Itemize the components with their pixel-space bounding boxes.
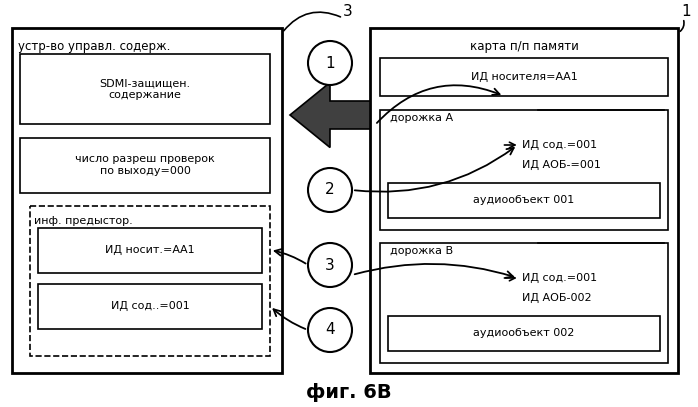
- Text: 4: 4: [325, 322, 335, 337]
- Circle shape: [308, 308, 352, 352]
- Text: 3: 3: [343, 4, 353, 20]
- Bar: [20, 54, 270, 124]
- Bar: [380, 243, 668, 363]
- Bar: [12, 28, 282, 373]
- Bar: [38, 284, 262, 329]
- Bar: [20, 138, 270, 193]
- Bar: [388, 183, 660, 218]
- Text: число разреш проверок
по выходу=000: число разреш проверок по выходу=000: [75, 154, 215, 176]
- Circle shape: [308, 41, 352, 85]
- Bar: [30, 206, 270, 356]
- Bar: [38, 228, 262, 273]
- Bar: [388, 316, 660, 351]
- Text: инф. предыстор.: инф. предыстор.: [34, 216, 133, 226]
- Text: SDMI-защищен.
содержание: SDMI-защищен. содержание: [99, 78, 191, 100]
- Circle shape: [308, 243, 352, 287]
- Text: ИД сод.=001: ИД сод.=001: [521, 140, 597, 150]
- Text: ИД АОБ-002: ИД АОБ-002: [521, 293, 591, 303]
- Bar: [380, 110, 668, 230]
- Bar: [380, 58, 668, 96]
- Text: ИД сод.=001: ИД сод.=001: [521, 273, 597, 283]
- Text: аудиообъект 001: аудиообъект 001: [473, 195, 574, 205]
- Text: аудиообъект 002: аудиообъект 002: [473, 328, 574, 338]
- Text: дорожка В: дорожка В: [390, 246, 453, 256]
- Text: устр-во управл. содерж.: устр-во управл. содерж.: [18, 40, 170, 53]
- Text: ИД АОБ-=001: ИД АОБ-=001: [521, 160, 600, 170]
- Text: ИД сод..=001: ИД сод..=001: [110, 301, 189, 311]
- Bar: [370, 28, 678, 373]
- Text: ИД носителя=АА1: ИД носителя=АА1: [470, 72, 577, 82]
- Text: 3: 3: [325, 258, 335, 273]
- Polygon shape: [290, 83, 370, 147]
- Text: 2: 2: [325, 182, 335, 197]
- Text: 1: 1: [325, 55, 335, 70]
- Text: карта п/п памяти: карта п/п памяти: [470, 40, 579, 53]
- Text: 1: 1: [681, 4, 691, 20]
- Text: фиг. 6В: фиг. 6В: [306, 383, 392, 403]
- Circle shape: [308, 168, 352, 212]
- Text: ИД носит.=АА1: ИД носит.=АА1: [105, 245, 195, 255]
- Text: дорожка А: дорожка А: [390, 113, 453, 123]
